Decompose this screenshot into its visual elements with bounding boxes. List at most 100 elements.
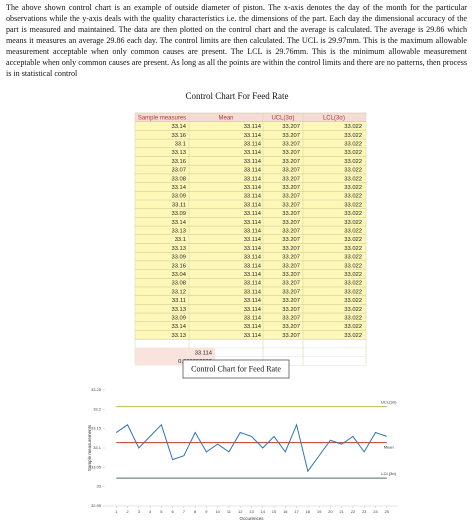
cell: 33.1 xyxy=(175,141,186,147)
x-tick-label: 22 xyxy=(351,509,356,514)
x-tick-label: 2 xyxy=(126,509,129,514)
cell: 33.14 xyxy=(171,185,186,191)
cell: 33.114 xyxy=(244,237,262,243)
chart-title: Control Chart for Feed Rate xyxy=(191,364,281,373)
cell: 33.207 xyxy=(282,298,300,304)
summary-bg xyxy=(135,347,215,357)
cell: 33.114 xyxy=(244,246,262,252)
x-tick-label: 14 xyxy=(261,509,266,514)
cell: 33.09 xyxy=(171,194,186,200)
y-tick-label: 33.2 xyxy=(93,406,102,411)
x-tick-label: 18 xyxy=(306,509,311,514)
cell: 33.207 xyxy=(282,211,300,217)
cell: 33.114 xyxy=(244,324,262,330)
cell: 33.022 xyxy=(344,298,362,304)
table-title: Control Chart For Feed Rate xyxy=(185,91,289,101)
paragraph: The above shown control chart is an exam… xyxy=(6,3,467,78)
cell: 33.09 xyxy=(171,255,186,261)
x-tick-label: 9 xyxy=(205,509,208,514)
cell: 33.13 xyxy=(171,307,186,313)
y-tick-label: 33.15 xyxy=(91,426,102,431)
x-tick-label: 11 xyxy=(227,509,232,514)
cell: 33.207 xyxy=(282,246,300,252)
cell: 33.09 xyxy=(171,315,186,321)
cell: 33.207 xyxy=(282,228,300,234)
x-tick-label: 12 xyxy=(238,509,243,514)
cell: 33.08 xyxy=(171,176,186,182)
x-tick-label: 21 xyxy=(339,509,344,514)
cell: 33.022 xyxy=(344,289,362,295)
y-tick-label: 33.05 xyxy=(91,464,102,469)
chart-title-box xyxy=(182,359,290,379)
x-tick-label: 24 xyxy=(373,509,378,514)
cell: 33.022 xyxy=(344,263,362,269)
header-bg xyxy=(135,113,366,122)
cell: 33.022 xyxy=(344,246,362,252)
cell: 33.11 xyxy=(172,202,186,208)
cell: 33.114 xyxy=(244,281,262,287)
cell: 33.114 xyxy=(244,255,262,261)
cell: 33.022 xyxy=(344,159,362,165)
cell: 33.207 xyxy=(282,202,300,208)
y-tick-label: 33.1 xyxy=(93,445,102,450)
cell: 33.022 xyxy=(344,324,362,330)
x-tick-label: 17 xyxy=(294,509,299,514)
cell: 33.207 xyxy=(282,289,300,295)
cell: 33.13 xyxy=(171,333,186,339)
cell: 33.207 xyxy=(282,159,300,165)
cell: 33.13 xyxy=(171,228,186,234)
cell: 33.022 xyxy=(344,307,362,313)
cell: 33.207 xyxy=(282,263,300,269)
cell: 33.114 xyxy=(244,176,262,182)
cell: 33.207 xyxy=(282,315,300,321)
cell: 33.114 xyxy=(244,211,262,217)
cell: 33.022 xyxy=(344,333,362,339)
cell: 33.207 xyxy=(282,176,300,182)
x-tick-label: 10 xyxy=(215,509,220,514)
cell: 33.08 xyxy=(171,281,186,287)
x-tick-label: 4 xyxy=(149,509,152,514)
header-cell: LCL(3σ) xyxy=(323,115,345,121)
cell: 33.114 xyxy=(244,228,262,234)
cell: 33.07 xyxy=(171,168,186,174)
cell: 33.207 xyxy=(282,220,300,226)
cell: 33.022 xyxy=(344,255,362,261)
cell: 33.207 xyxy=(282,324,300,330)
line-label: LCL(3σ) xyxy=(381,471,396,476)
cell: 33.16 xyxy=(171,133,186,139)
cell: 33.207 xyxy=(282,272,300,278)
cell: 33.114 xyxy=(244,168,262,174)
cell: 33.022 xyxy=(344,281,362,287)
cell: 33.13 xyxy=(171,246,186,252)
header-cell: UCL(3σ) xyxy=(271,115,294,121)
y-tick-label: 33 xyxy=(97,484,102,489)
cell: 33.1 xyxy=(175,237,186,243)
x-tick-label: 15 xyxy=(272,509,277,514)
cell: 33.14 xyxy=(171,124,186,130)
cell: 33.114 xyxy=(244,150,262,156)
cell: 33.207 xyxy=(282,333,300,339)
x-axis-label: Occurences xyxy=(239,516,264,521)
cell: 33.114 xyxy=(244,133,262,139)
cell: 33.207 xyxy=(282,255,300,261)
cell: 33.207 xyxy=(282,194,300,200)
series-line xyxy=(115,423,387,473)
cell: 33.022 xyxy=(344,124,362,130)
cell: 33.207 xyxy=(282,124,300,130)
cell: 33.14 xyxy=(171,220,186,226)
cell: 33.114 xyxy=(244,159,262,165)
cell: 33.114 xyxy=(244,202,262,208)
cell: 33.114 xyxy=(244,220,262,226)
cell: 33.022 xyxy=(344,141,362,147)
x-tick-label: 20 xyxy=(328,509,333,514)
x-tick-label: 7 xyxy=(183,509,186,514)
cell: 33.12 xyxy=(171,289,186,295)
cell: 33.022 xyxy=(344,168,362,174)
cell: 33.022 xyxy=(344,315,362,321)
cell: 33.14 xyxy=(171,324,186,330)
cell: 33.114 xyxy=(244,185,262,191)
cell: 33.022 xyxy=(344,220,362,226)
x-tick-label: 25 xyxy=(385,509,390,514)
